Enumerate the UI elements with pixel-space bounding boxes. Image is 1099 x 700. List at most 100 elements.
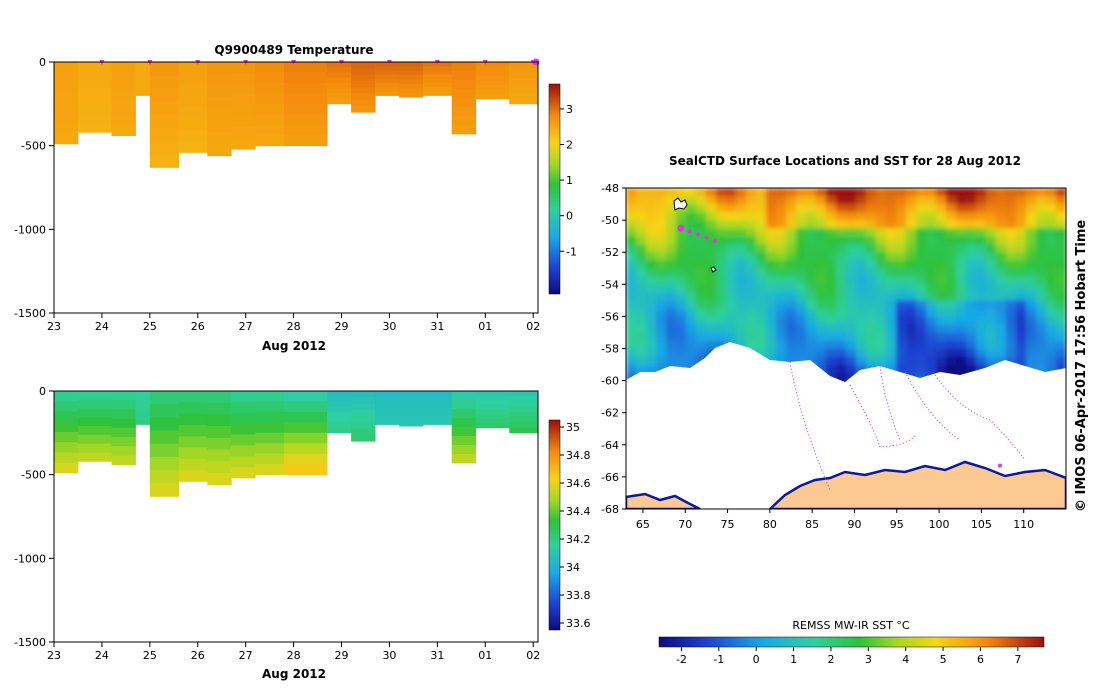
sst-cell xyxy=(1016,348,1027,358)
sst-cell xyxy=(1006,220,1017,230)
sst-cell xyxy=(906,284,917,294)
section-cell xyxy=(111,62,136,72)
sst-cell xyxy=(996,236,1007,246)
sst-cell xyxy=(816,308,827,318)
sst-cell xyxy=(986,276,997,286)
section-cell xyxy=(178,447,208,460)
sst-cell xyxy=(866,236,877,246)
section-cell xyxy=(255,443,285,455)
sst-cell xyxy=(1016,204,1027,214)
sst-cell xyxy=(786,316,797,326)
sst-cell xyxy=(666,292,677,302)
section-cell xyxy=(135,78,151,84)
sst-cell xyxy=(886,204,897,214)
sst-cell xyxy=(676,300,687,310)
sst-cell xyxy=(656,364,667,374)
sst-cell xyxy=(686,236,697,246)
section-cell xyxy=(284,93,328,105)
sst-cell xyxy=(696,204,707,214)
sst-cell xyxy=(766,292,777,302)
sst-cell xyxy=(926,364,937,374)
sst-cell xyxy=(996,324,1007,334)
sst-cell xyxy=(906,244,917,254)
sst-cell xyxy=(756,244,767,254)
sst-cell xyxy=(896,204,907,214)
sst-cell xyxy=(756,188,767,197)
sst-cell xyxy=(656,188,667,197)
section-cell xyxy=(149,62,179,76)
sst-cell xyxy=(716,236,727,246)
sst-cell xyxy=(1016,356,1027,366)
sst-cell xyxy=(726,308,737,318)
sst-cell xyxy=(926,276,937,286)
sst-cell xyxy=(856,308,867,318)
sst-cell xyxy=(866,292,877,302)
sst-cell xyxy=(656,236,667,246)
sst-cell xyxy=(936,300,947,310)
sst-cell xyxy=(856,212,867,222)
salinity-colorbar xyxy=(548,419,561,631)
sst-cell xyxy=(986,348,997,358)
kerguelen-island xyxy=(673,197,688,211)
section-cell xyxy=(475,85,510,90)
sst-cell xyxy=(916,364,927,374)
sst-cell xyxy=(1046,212,1057,222)
section-cell xyxy=(451,400,477,410)
sst-cell xyxy=(876,220,887,230)
sst-cell xyxy=(956,236,967,246)
sst-cell xyxy=(806,188,817,197)
sst-cell xyxy=(776,324,787,334)
sst-cell xyxy=(806,260,817,270)
section-cell xyxy=(178,413,208,426)
sst-cell xyxy=(966,244,977,254)
sst-cell xyxy=(826,332,837,342)
section-cell xyxy=(509,72,539,79)
sst-cell xyxy=(956,308,967,318)
sst-cell xyxy=(966,300,977,310)
sst-cell xyxy=(736,252,747,262)
sst-cell xyxy=(846,196,857,205)
sst-cell xyxy=(636,332,647,342)
sst-cell xyxy=(966,228,977,238)
sst-cell xyxy=(736,308,747,318)
sst-cell xyxy=(986,356,997,366)
sst-cell xyxy=(1036,212,1047,222)
sst-cell xyxy=(776,204,787,214)
sst-cell xyxy=(766,228,777,238)
section-cell xyxy=(149,127,179,142)
sst-cell xyxy=(676,356,687,366)
section-cell xyxy=(178,402,208,414)
sst-cell xyxy=(646,220,657,230)
section-cell xyxy=(111,400,136,410)
sst-cell xyxy=(786,276,797,286)
sst-cell xyxy=(696,260,707,270)
section-cell xyxy=(111,71,136,81)
section-cell xyxy=(451,409,477,419)
sst-cell xyxy=(776,332,787,342)
section-cell xyxy=(375,74,400,80)
sst-cell xyxy=(776,356,787,366)
sst-cell xyxy=(1006,252,1017,262)
sst-cell xyxy=(836,356,847,366)
temperature-x-label: Aug 2012 xyxy=(262,339,326,353)
section-cell xyxy=(327,417,352,423)
sst-cell xyxy=(816,292,827,302)
sst-cell xyxy=(786,236,797,246)
sst-cell xyxy=(686,292,697,302)
sst-cell xyxy=(896,268,907,278)
sst-cell xyxy=(896,276,907,286)
sst-cell xyxy=(786,204,797,214)
section-cell xyxy=(351,74,376,82)
sst-cell xyxy=(1026,300,1037,310)
section-cell xyxy=(178,436,208,448)
sst-cell xyxy=(636,348,647,358)
sst-cell xyxy=(656,260,667,270)
sst-cell xyxy=(906,316,917,326)
sst-cell xyxy=(676,196,687,205)
temperature-panel-title: Q9900489 Temperature xyxy=(214,43,373,57)
sst-cell xyxy=(956,252,967,262)
sst-cell xyxy=(886,308,897,318)
section-cell xyxy=(284,103,328,115)
sst-cell xyxy=(866,316,877,326)
sst-cell xyxy=(726,204,737,214)
